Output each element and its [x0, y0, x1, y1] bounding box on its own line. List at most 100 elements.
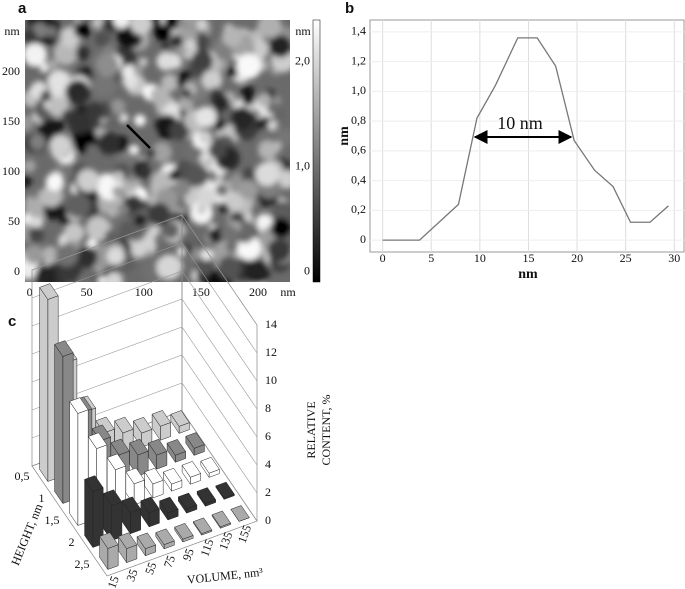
- afm-grain: [47, 70, 71, 93]
- afm-grain: [133, 65, 144, 76]
- height-tick-label: 2,5: [75, 557, 90, 571]
- bar: [121, 496, 142, 535]
- bar: [177, 492, 198, 514]
- y-tick-label: 1,0: [351, 83, 366, 97]
- afm-grain: [208, 141, 227, 160]
- afm-grain: [244, 259, 271, 282]
- bar-top: [140, 496, 160, 514]
- bar-side: [54, 343, 64, 505]
- y-tick-label: 200: [2, 64, 20, 78]
- afm-grain: [92, 74, 117, 99]
- afm-grain: [46, 59, 58, 71]
- x-axis-label: nm: [518, 267, 538, 282]
- bar-top: [181, 461, 202, 478]
- afm-grain: [40, 90, 52, 102]
- z-tick-label: 8: [265, 401, 271, 415]
- afm-grain: [42, 246, 58, 262]
- afm-grain: [124, 194, 143, 213]
- bar-front: [111, 501, 123, 541]
- y-tick-label: 0: [360, 232, 366, 246]
- z-axis-label: RELATIVE: [304, 401, 318, 458]
- afm-grain: [272, 96, 282, 105]
- bar-top: [99, 532, 119, 549]
- y-tick-label: 0,4: [351, 172, 366, 186]
- x-tick-label: 0: [27, 285, 33, 299]
- afm-grain: [75, 46, 91, 61]
- annotation: 10 nm: [497, 113, 543, 133]
- grid-line: [31, 354, 258, 466]
- afm-grain: [177, 20, 188, 29]
- bar: [159, 496, 179, 521]
- bar: [211, 510, 232, 530]
- afm-grain: [25, 115, 34, 132]
- bar-top: [147, 438, 168, 456]
- x-tick-label: 5: [428, 251, 434, 265]
- afm-grain: [119, 113, 129, 123]
- bar-top: [121, 496, 142, 514]
- y-axis-label: nm: [337, 126, 352, 146]
- afm-grain: [273, 109, 285, 121]
- height-tick-label: 1,5: [45, 513, 60, 527]
- afm-image: [25, 20, 290, 282]
- bar-top: [136, 532, 157, 550]
- height-tick-label: 1: [39, 491, 45, 505]
- y-tick-label: 100: [2, 164, 20, 178]
- afm-grain: [113, 20, 130, 29]
- bar-top: [144, 467, 164, 485]
- afm-grain: [129, 145, 139, 155]
- bar-top: [177, 492, 198, 510]
- afm-grain: [186, 164, 209, 187]
- bar: [162, 467, 183, 492]
- bar: [192, 517, 213, 536]
- profile-line: [126, 124, 151, 149]
- afm-grain: [161, 42, 170, 51]
- afm-grain: [156, 51, 176, 71]
- bar-top: [230, 505, 250, 522]
- bar: [170, 410, 190, 435]
- volume-axis-label: VOLUME, nm³: [186, 565, 264, 587]
- bar-top: [69, 397, 89, 414]
- bar-top: [106, 453, 127, 471]
- volume-tick-label: 155: [235, 523, 254, 545]
- afm-grain: [225, 192, 245, 211]
- y-tick-label: 1,2: [351, 53, 366, 67]
- colorbar-tick-label: 1,0: [295, 158, 310, 172]
- afm-grain: [257, 93, 272, 107]
- y-tick-label: 1,4: [351, 24, 366, 38]
- bar: [147, 438, 168, 470]
- afm-grain: [25, 43, 47, 67]
- afm-grain: [29, 214, 44, 229]
- bar-top: [170, 410, 190, 427]
- grid-line: [31, 242, 258, 354]
- afm-grain: [133, 35, 142, 45]
- bar: [136, 532, 157, 557]
- afm-grain: [168, 170, 181, 182]
- height-tick-label: 2: [69, 535, 75, 549]
- z-tick-label: 14: [265, 317, 277, 331]
- afm-grain: [227, 66, 239, 78]
- z-axis-label: CONTENT, %: [319, 394, 333, 465]
- colorbar-unit: nm: [295, 24, 311, 38]
- afm-grain: [39, 63, 49, 72]
- bar-top: [110, 438, 130, 456]
- z-tick-label: 6: [265, 429, 271, 443]
- height-tick-label: 0,5: [15, 469, 30, 483]
- x-unit: nm: [280, 285, 296, 299]
- y-tick-label: 150: [2, 114, 20, 128]
- afm-grain: [112, 186, 124, 198]
- afm-grain: [126, 235, 149, 259]
- bar: [155, 528, 175, 550]
- bar: [174, 523, 194, 543]
- volume-tick-label: 135: [216, 530, 235, 552]
- panel-label: a: [18, 0, 27, 17]
- afm-grain: [150, 86, 171, 106]
- afm-grain: [74, 22, 91, 39]
- y-unit: nm: [4, 24, 20, 38]
- afm-grain: [147, 148, 156, 158]
- afm-grain: [76, 169, 100, 192]
- afm-grain: [269, 35, 290, 58]
- bar-top: [185, 432, 205, 449]
- bar: [99, 532, 119, 571]
- bar-top: [211, 510, 232, 528]
- afm-grain: [179, 233, 195, 248]
